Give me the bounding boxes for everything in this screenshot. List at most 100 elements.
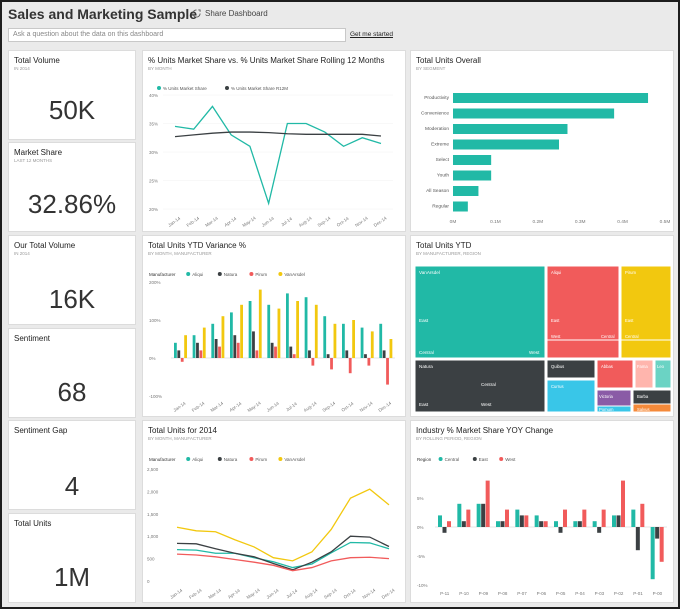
kpi-market-share[interactable]: Market Share LAST 12 MONTHS 32.86%: [8, 142, 136, 232]
legend-marker: [217, 457, 222, 461]
tile-ytd-variance[interactable]: Total Units YTD Variance % BY MONTH, MAN…: [142, 235, 406, 417]
kpi-title: Sentiment: [14, 334, 51, 343]
legend-marker: [186, 457, 191, 461]
treemap-cell: [620, 339, 672, 359]
column-bar: [233, 335, 237, 358]
column-bar: [314, 304, 318, 358]
legend-label: Natura: [224, 272, 238, 277]
column-bar: [202, 327, 206, 358]
legend-label: Pirum: [255, 272, 267, 277]
x-tick-label: Nov-14: [354, 215, 369, 228]
x-tick-label: Oct-14: [341, 401, 355, 413]
column-bar: [367, 358, 371, 366]
x-tick-label: P-03: [595, 591, 605, 596]
chart-title: % Units Market Share vs. % Units Market …: [148, 56, 385, 65]
y-tick-label: 2,000: [147, 489, 159, 494]
x-tick-label: May-14: [241, 215, 257, 228]
x-tick-label: P-09: [479, 591, 489, 596]
bar: [453, 201, 468, 212]
y-tick-label: 25%: [149, 179, 158, 184]
column-bar: [476, 503, 481, 527]
kpi-value: 4: [64, 471, 80, 501]
x-tick-label: Jan-14: [167, 215, 182, 227]
treemap-label: Victoria: [599, 394, 614, 399]
y-tick-label: 0%: [149, 356, 156, 361]
legend-label: % Units Market Share: [163, 86, 207, 91]
kpi-total-units[interactable]: Total Units 1M: [8, 513, 136, 603]
treemap-cell: [546, 339, 620, 359]
kpi-title: Sentiment Gap: [14, 426, 68, 435]
column-bar: [214, 339, 218, 358]
x-tick-label: Aug-14: [298, 215, 313, 228]
treemap-label: Central: [481, 382, 496, 387]
treemap-cell: [632, 403, 672, 413]
header: Sales and Marketing Sample Share Dashboa…: [2, 2, 678, 26]
treemap-label: Pomum: [599, 407, 614, 412]
column-bar: [184, 335, 187, 358]
kpi-value: 16K: [48, 284, 96, 314]
x-tick-label: Mar-14: [210, 400, 225, 413]
get-started-link[interactable]: Get me started: [350, 31, 393, 38]
page-title: Sales and Marketing Sample: [8, 6, 198, 22]
column-bar: [342, 323, 345, 358]
kpi-our-total-volume[interactable]: Our Total Volume IN 2014 16K: [8, 235, 136, 325]
x-tick-label: 0.5M: [660, 219, 671, 225]
column-bar: [348, 358, 352, 374]
bar: [453, 108, 615, 119]
treemap-cell: [654, 359, 672, 389]
tile-total-units-overall[interactable]: Total Units Overall BY SEGMENT Productiv…: [410, 50, 674, 232]
treemap-label: East: [625, 318, 634, 323]
x-tick-label: P-08: [498, 591, 508, 596]
column-bar: [292, 354, 296, 358]
tile-market-share-line[interactable]: % Units Market Share vs. % Units Market …: [142, 50, 406, 232]
column-bar: [635, 527, 640, 551]
kpi-sentiment[interactable]: Sentiment 68: [8, 328, 136, 418]
y-tick-label: -100%: [149, 394, 162, 399]
x-tick-label: Jan-14: [172, 400, 187, 412]
tile-total-units-ytd[interactable]: Total Units YTD BY MANUFACTURER, REGION …: [410, 235, 674, 417]
kpi-title: Our Total Volume: [14, 241, 76, 250]
y-tick-label: 40%: [149, 93, 158, 98]
x-tick-label: P-10: [459, 591, 469, 596]
column-bar: [255, 350, 259, 358]
x-tick-label: 0.3M: [575, 219, 586, 225]
column-bar: [211, 323, 215, 358]
treemap-cell: [546, 359, 596, 379]
x-tick-label: P-00: [653, 591, 663, 596]
column-bar: [524, 515, 529, 527]
legend-marker: [438, 457, 443, 461]
column-bar: [481, 503, 486, 527]
share-dashboard-button[interactable]: Share Dashboard: [192, 9, 268, 18]
treemap-cell: [596, 405, 632, 413]
kpi-sentiment-gap[interactable]: Sentiment Gap 4: [8, 420, 136, 510]
treemap-label: Barba: [637, 394, 649, 399]
qa-input[interactable]: Ask a question about the data on this da…: [8, 28, 346, 42]
column-bar: [640, 503, 645, 527]
x-tick-label: Nov-14: [359, 400, 374, 413]
column-bar: [612, 515, 616, 527]
column-bar: [199, 350, 203, 358]
tile-total-units-2014[interactable]: Total Units for 2014 BY MONTH, MANUFACTU…: [142, 420, 406, 603]
treemap-label: West: [529, 350, 540, 355]
x-tick-label: Apr-14: [223, 216, 237, 228]
kpi-value: 32.86%: [27, 189, 117, 219]
tile-market-share-yoy[interactable]: Industry % Market Share YOY Change BY RO…: [410, 420, 674, 603]
column-bar: [389, 339, 393, 358]
column-bar: [352, 320, 355, 358]
kpi-total-volume[interactable]: Total Volume IN 2014 50K: [8, 50, 136, 140]
legend-label: VanArsdel: [284, 272, 304, 277]
column-bar: [370, 331, 374, 358]
column-bar: [496, 521, 500, 527]
y-tick-label: 0: [147, 579, 150, 584]
legend-marker: [217, 272, 222, 276]
y-tick-label: 0%: [417, 525, 424, 530]
column-bar: [650, 527, 655, 580]
column-bar: [240, 304, 243, 358]
column-bar: [289, 346, 293, 358]
column-bar: [270, 342, 274, 358]
column-bar: [616, 515, 621, 527]
kpi-subtitle: LAST 12 MONTHS: [14, 158, 53, 163]
x-tick-label: Oct-14: [336, 216, 350, 228]
x-tick-label: Dec-14: [377, 400, 392, 413]
bar: [453, 186, 479, 196]
